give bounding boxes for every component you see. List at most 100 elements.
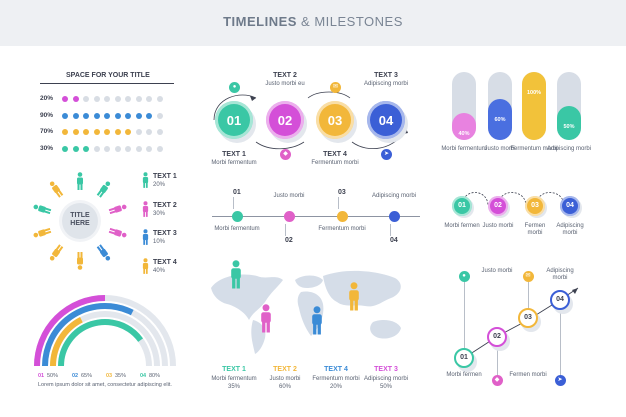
dotmatrix-dot bbox=[125, 112, 131, 119]
arc-legend-num: 02 bbox=[72, 373, 79, 379]
legend-value: 30% bbox=[153, 210, 166, 217]
arc-legend-num: 01 bbox=[38, 373, 45, 379]
dotmatrix-dot bbox=[156, 96, 163, 102]
timeline-tick bbox=[233, 197, 234, 209]
dotmatrix-dot bbox=[146, 96, 152, 102]
dotmatrix-dot bbox=[135, 112, 142, 119]
stairs-step-number: 03 bbox=[524, 314, 532, 321]
pill-fill bbox=[557, 106, 581, 140]
dotmatrix-dot bbox=[93, 145, 100, 152]
map-person-icon bbox=[311, 306, 323, 336]
wave-step-number: 01 bbox=[458, 202, 466, 209]
dotmatrix-dot bbox=[146, 129, 152, 135]
location-pin-icon: ◆ bbox=[491, 375, 503, 386]
stairs-connector-line bbox=[528, 278, 529, 308]
map-legend-value: 20% bbox=[329, 384, 342, 390]
circle-step-number: 04 bbox=[378, 113, 394, 128]
map-legend-value: 60% bbox=[278, 384, 291, 390]
map-person-icon bbox=[260, 304, 272, 334]
circle-step-subtitle: Fermentum morbi bbox=[311, 160, 359, 166]
circle-step-title: TEXT 2 bbox=[273, 72, 297, 79]
circle-step-number: 03 bbox=[327, 113, 343, 128]
dotmatrix-dot bbox=[72, 145, 79, 152]
legend-title: TEXT 3 bbox=[153, 230, 177, 237]
person-icon bbox=[108, 227, 128, 240]
wave-step-label: Fermen morbi bbox=[524, 223, 546, 236]
dotmatrix-dot bbox=[114, 96, 121, 102]
arc-legend-num: 03 bbox=[106, 373, 113, 379]
timeline-number: 02 bbox=[285, 237, 293, 244]
pill-label: Morbi fermentum bbox=[441, 146, 487, 152]
legend-value: 20% bbox=[153, 182, 166, 188]
circle-step-subtitle: Adipiscing morbi bbox=[363, 81, 409, 87]
circle-step-title: TEXT 4 bbox=[323, 151, 347, 158]
arc-legend-value: 80% bbox=[149, 373, 161, 379]
legend-value: 10% bbox=[153, 239, 166, 245]
stairs-step-label: Adipiscing morbi bbox=[546, 268, 574, 281]
arc-legend-value: 65% bbox=[81, 373, 93, 379]
stairs-step-label: Fermen morbi bbox=[509, 372, 547, 378]
map-legend-value: 50% bbox=[379, 384, 392, 390]
legend-person-icon bbox=[142, 172, 149, 188]
dotmatrix-row-label: 20% bbox=[40, 95, 54, 102]
circle-step bbox=[215, 101, 253, 139]
mail-icon: ✉ bbox=[330, 82, 341, 93]
arc-progress bbox=[50, 316, 83, 367]
legend-person-icon bbox=[142, 229, 149, 245]
dotmatrix-dot bbox=[146, 145, 152, 152]
stairs-step-number: 02 bbox=[493, 333, 501, 340]
timeline-label: Justo morbi bbox=[273, 193, 305, 199]
map-person-icon bbox=[348, 282, 360, 312]
dotmatrix-row-label: 70% bbox=[40, 128, 54, 135]
circle-step bbox=[266, 101, 304, 139]
dotmatrix-dot bbox=[62, 96, 68, 102]
dotmatrix-dot bbox=[83, 96, 89, 102]
arc-chart bbox=[34, 295, 176, 367]
pill-fill bbox=[522, 72, 546, 140]
arc-track bbox=[58, 319, 152, 367]
wave-step bbox=[452, 196, 472, 216]
pill-label: Adipiscing morbi bbox=[546, 146, 592, 152]
person-icon bbox=[76, 252, 84, 270]
wave-step bbox=[525, 196, 545, 216]
timeline-axis bbox=[212, 216, 420, 217]
stairs-step bbox=[518, 308, 538, 328]
stairs-step-number: 01 bbox=[460, 354, 468, 361]
dotmatrix-dot bbox=[72, 129, 79, 135]
map-legend-subtitle: Fermentum morbi bbox=[312, 376, 360, 382]
dotmatrix-title-underline bbox=[40, 83, 174, 84]
arc-progress bbox=[58, 319, 144, 367]
person-icon bbox=[108, 202, 128, 215]
stairs-connector-line bbox=[497, 347, 498, 376]
mail-icon: ✉ bbox=[522, 271, 534, 282]
map-legend-subtitle: Morbi fermentum bbox=[211, 376, 257, 382]
timeline-label: Morbi fermentum bbox=[214, 226, 260, 232]
dotmatrix-dot bbox=[135, 129, 142, 135]
circle-step-subtitle: Justo morbi eu bbox=[265, 81, 305, 87]
pill-fill bbox=[488, 99, 512, 140]
dotmatrix-dot bbox=[156, 112, 163, 119]
stairs-step bbox=[454, 348, 474, 368]
map-legend-title: TEXT 1 bbox=[222, 366, 246, 373]
dotmatrix-row-label: 90% bbox=[40, 111, 54, 119]
dotmatrix-dot bbox=[93, 96, 100, 102]
dotmatrix-row-label: 30% bbox=[40, 144, 54, 152]
timeline-marker-icon bbox=[283, 211, 295, 222]
dotmatrix-dot bbox=[156, 129, 163, 135]
dotmatrix-dot bbox=[125, 129, 131, 135]
circle-step-number: 02 bbox=[277, 113, 293, 128]
circle-step-subtitle: Morbi fermentum bbox=[211, 160, 257, 166]
people-center-circle bbox=[62, 203, 98, 239]
wave-step bbox=[560, 196, 580, 216]
stairs-step-label: Morbi fermen bbox=[446, 372, 482, 378]
paper-plane-icon: ➤ bbox=[381, 149, 392, 160]
circle-step-number: 01 bbox=[226, 113, 242, 128]
timeline-number: 01 bbox=[233, 189, 241, 196]
location-pin-icon: ◆ bbox=[280, 149, 291, 160]
dotmatrix-dot bbox=[62, 145, 68, 152]
circle-step-title: TEXT 3 bbox=[374, 72, 398, 79]
stairs-step bbox=[487, 327, 507, 347]
map-legend-title: TEXT 2 bbox=[273, 366, 297, 373]
legend-value: 40% bbox=[153, 267, 166, 274]
pill-label: Fermentum morbi bbox=[510, 146, 558, 152]
